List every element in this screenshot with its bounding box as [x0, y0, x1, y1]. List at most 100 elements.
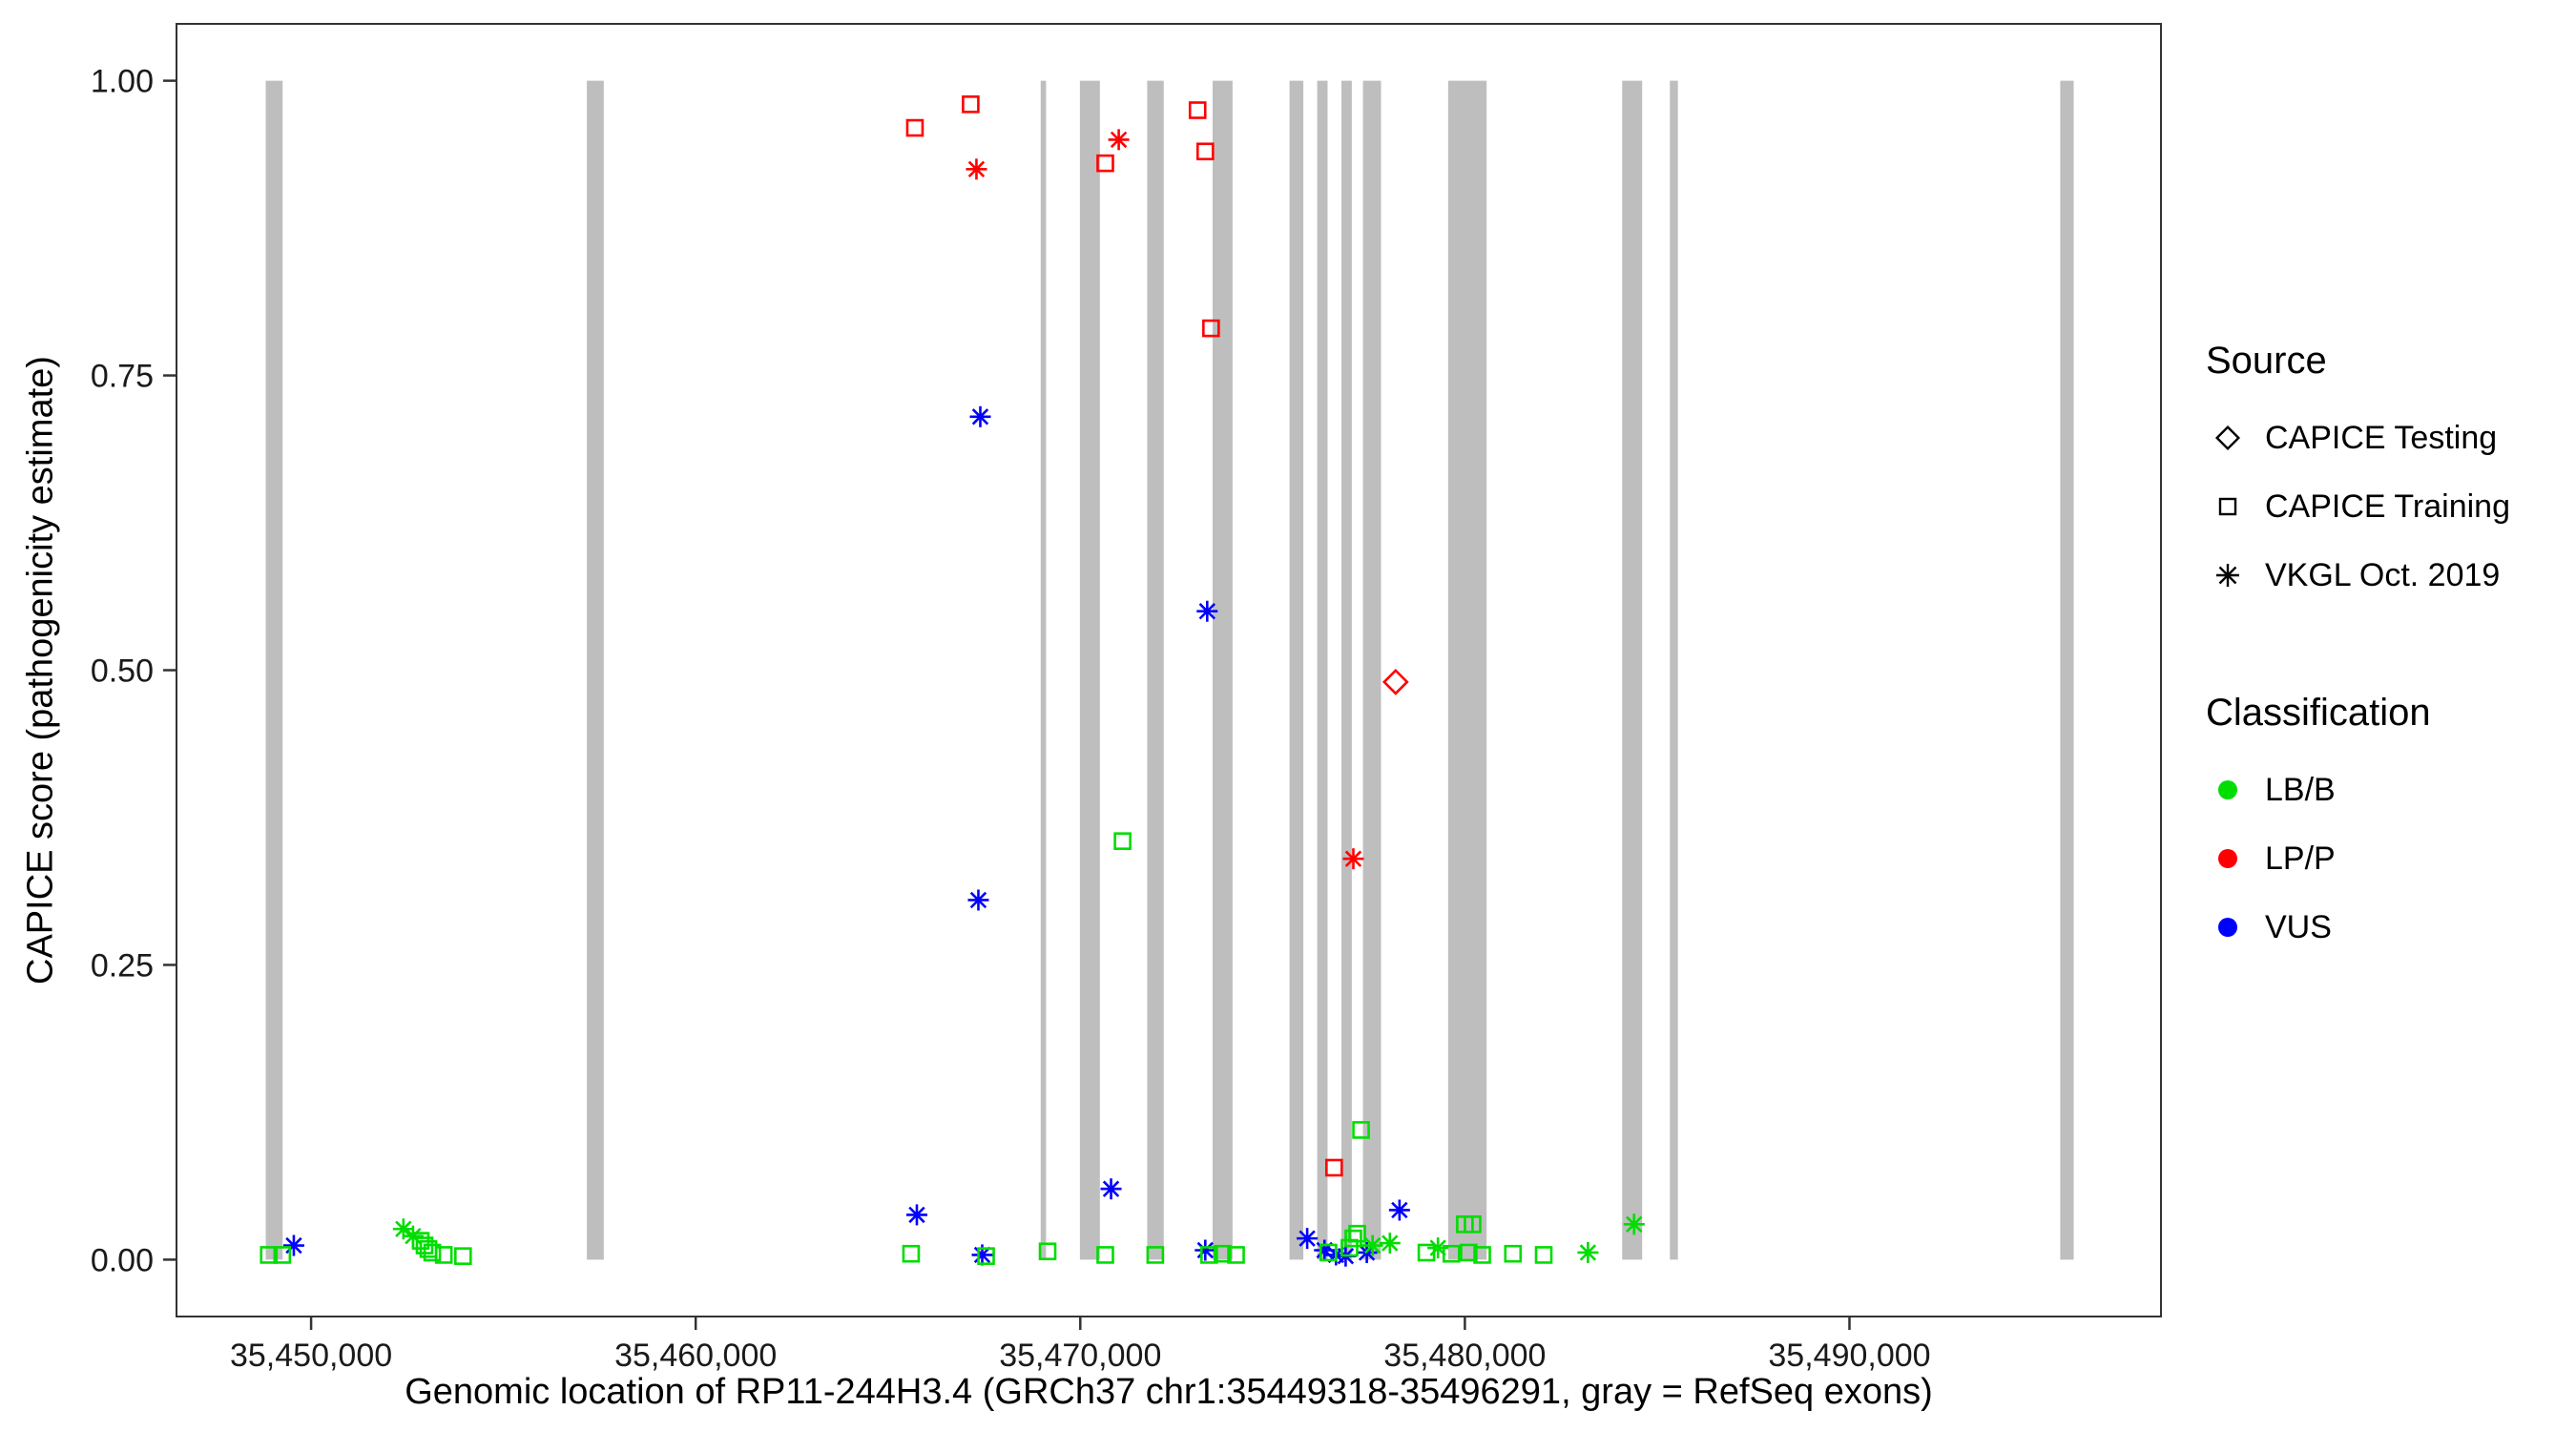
x-tick-label: 35,490,000 — [1768, 1338, 1930, 1374]
y-tick-label: 0.25 — [91, 947, 154, 984]
asterisk-icon — [2216, 564, 2239, 587]
data-point — [260, 1246, 279, 1264]
data-point — [969, 405, 991, 427]
legend-item-label: VUS — [2265, 908, 2332, 945]
refseq-exon-bar — [1670, 80, 1678, 1260]
legend-item-label: CAPICE Testing — [2265, 419, 2498, 456]
data-point — [1352, 1121, 1370, 1139]
data-point — [1427, 1237, 1449, 1259]
data-point — [971, 1244, 993, 1266]
refseq-exon-bar — [2060, 80, 2074, 1260]
y-axis-title: CAPICE score (pathogenicity estimate) — [20, 356, 61, 985]
legend-item-label: LB/B — [2265, 771, 2336, 808]
refseq-exon-bar — [1212, 80, 1233, 1260]
data-point — [1096, 154, 1114, 173]
legend-item-label: CAPICE Training — [2265, 487, 2510, 525]
legend: Source CAPICE Testing CAPICE Training — [2206, 340, 2510, 962]
data-point — [1460, 1243, 1478, 1262]
data-point — [905, 118, 924, 137]
legend-item-vkgl: VKGL Oct. 2019 — [2206, 541, 2510, 610]
x-axis-title: Genomic location of RP11-244H3.4 (GRCh37… — [405, 1372, 1933, 1412]
refseq-exon-bar — [1622, 80, 1643, 1260]
data-point — [1388, 1199, 1410, 1221]
data-point — [1188, 101, 1207, 119]
diamond-icon — [2214, 425, 2241, 451]
data-point — [1442, 1244, 1461, 1263]
data-point — [1200, 1246, 1218, 1264]
legend-item-vus: VUS — [2206, 893, 2510, 962]
data-point — [1348, 1224, 1366, 1243]
data-point — [1325, 1158, 1343, 1177]
data-point — [1146, 1246, 1165, 1264]
legend-item-lbb: LB/B — [2206, 756, 2510, 824]
refseq-exon-bar — [1340, 80, 1352, 1260]
data-point — [977, 1247, 995, 1265]
data-point — [434, 1246, 453, 1264]
data-point — [1196, 600, 1218, 622]
data-point — [1100, 1178, 1122, 1200]
data-point — [1464, 1215, 1482, 1234]
legend-source-group: Source CAPICE Testing CAPICE Training — [2206, 340, 2510, 610]
data-point — [1227, 1246, 1245, 1264]
data-point — [454, 1247, 472, 1265]
refseq-exon-bar — [587, 80, 604, 1260]
refseq-exon-bar — [1147, 80, 1164, 1260]
data-point — [1108, 129, 1130, 151]
legend-item-capice-training: CAPICE Training — [2206, 472, 2510, 541]
x-tick-label: 35,450,000 — [230, 1338, 392, 1374]
data-point — [962, 95, 980, 114]
data-point — [1534, 1246, 1553, 1264]
refseq-exon-bar — [265, 80, 283, 1260]
data-point — [273, 1246, 292, 1264]
x-tick-label: 35,480,000 — [1383, 1338, 1546, 1374]
data-point — [1297, 1228, 1319, 1250]
data-point — [1623, 1213, 1645, 1235]
legend-classification-group: Classification LB/B LP/P VUS — [2206, 692, 2510, 962]
y-tick-label: 0.75 — [91, 359, 154, 395]
refseq-exon-bar — [1362, 80, 1381, 1260]
legend-item-label: LP/P — [2265, 840, 2336, 877]
data-point — [1096, 1246, 1114, 1264]
data-point — [1038, 1242, 1057, 1261]
data-point — [1344, 1229, 1362, 1248]
data-point — [966, 158, 987, 180]
y-tick-label: 0.00 — [91, 1242, 154, 1278]
legend-source-title: Source — [2206, 340, 2327, 382]
lbb-dot-icon — [2218, 780, 2237, 799]
data-point — [1195, 142, 1215, 161]
data-point — [423, 1243, 442, 1262]
x-tick-label: 35,470,000 — [999, 1338, 1161, 1374]
refseq-exon-bar — [1317, 80, 1328, 1260]
data-point — [282, 1234, 304, 1256]
data-point — [1577, 1241, 1599, 1263]
panel-border — [176, 23, 2162, 1317]
data-point — [1342, 848, 1364, 870]
data-point — [1361, 1234, 1383, 1256]
square-icon — [2218, 497, 2237, 516]
data-point — [1381, 668, 1409, 695]
data-point — [1214, 1244, 1232, 1263]
data-point — [902, 1244, 921, 1263]
data-point — [1379, 1233, 1401, 1255]
data-point — [905, 1204, 927, 1226]
lpp-dot-icon — [2218, 849, 2237, 868]
vus-dot-icon — [2218, 918, 2237, 937]
legend-item-capice-testing: CAPICE Testing — [2206, 404, 2510, 472]
data-point — [1504, 1244, 1523, 1263]
legend-item-lpp: LP/P — [2206, 824, 2510, 893]
y-tick-label: 0.50 — [91, 653, 154, 690]
data-point — [1319, 1243, 1338, 1262]
data-point — [1473, 1246, 1491, 1264]
refseq-exon-bar — [1040, 80, 1047, 1260]
y-tick-label: 1.00 — [91, 64, 154, 100]
data-point — [1202, 319, 1220, 338]
refseq-exon-bar — [1447, 80, 1487, 1260]
data-point — [1113, 832, 1132, 850]
legend-item-label: VKGL Oct. 2019 — [2265, 556, 2501, 593]
refseq-exon-bar — [1079, 80, 1100, 1260]
x-tick-label: 35,460,000 — [614, 1338, 777, 1374]
legend-classification-title: Classification — [2206, 692, 2431, 734]
data-point — [1195, 1239, 1216, 1261]
